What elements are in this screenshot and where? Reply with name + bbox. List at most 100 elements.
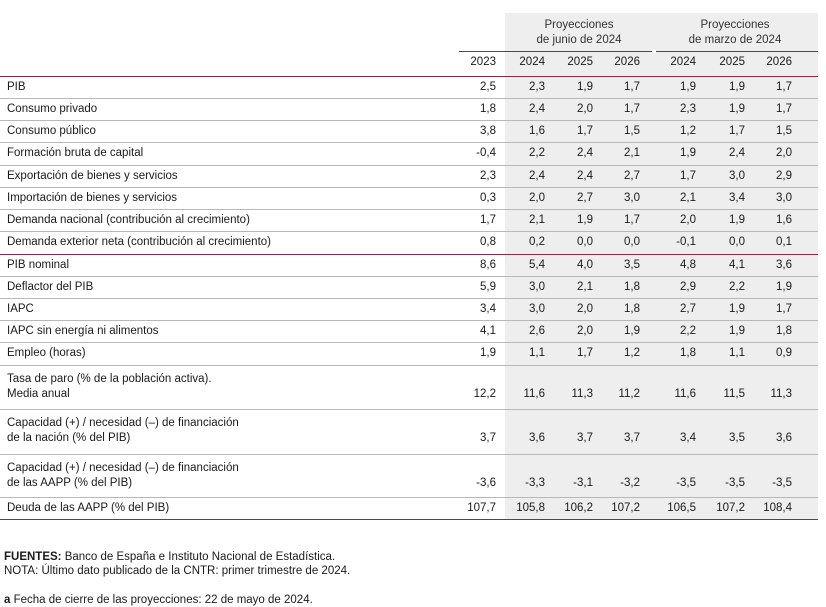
row-separator: [0, 120, 818, 121]
row-separator: [0, 365, 818, 366]
table-cell: 1,9: [729, 81, 745, 93]
header-group-march-line2: de marzo de 2024: [688, 34, 782, 46]
table-cell: 1,7: [624, 214, 640, 226]
table-cell: 2,7: [577, 192, 593, 204]
year-header: 2024: [670, 56, 696, 68]
table-cell: 11,3: [571, 388, 593, 400]
row-label-line: Importación de bienes y servicios: [7, 192, 178, 204]
table-cell: 1,9: [729, 325, 745, 337]
table-cell: 1,2: [624, 347, 640, 359]
footnote-a-label: a: [4, 594, 11, 606]
table-cell: -3,6: [476, 477, 496, 489]
table-cell: 3,6: [529, 432, 545, 444]
table-cell: 1,9: [729, 303, 745, 315]
row-separator: [0, 409, 818, 410]
table-cell: 1,7: [577, 347, 593, 359]
sources-label: FUENTES:: [4, 551, 62, 563]
table-cell: 2,3: [680, 103, 696, 115]
row-label: Demanda nacional (contribución al crecim…: [7, 213, 250, 228]
table-cell: 1,9: [729, 214, 745, 226]
table-cell: 1,9: [680, 81, 696, 93]
table-cell: 1,8: [624, 303, 640, 315]
table-cell: 1,8: [480, 103, 496, 115]
table-cell: -3,3: [525, 477, 545, 489]
row-label: Empleo (horas): [7, 346, 86, 361]
row-separator: [0, 298, 818, 299]
table-cell: 3,0: [776, 192, 792, 204]
table-cell: -0,4: [476, 147, 496, 159]
table-cell: 2,4: [529, 103, 545, 115]
header-group-june-line1: Proyecciones: [544, 19, 614, 31]
table-cell: 3,4: [680, 432, 696, 444]
table-cell: 1,7: [729, 125, 745, 137]
sources-note: FUENTES: Banco de España e Instituto Nac…: [4, 550, 335, 564]
header-group-march: Proyecciones de marzo de 2024: [655, 18, 815, 48]
table-cell: 3,6: [776, 432, 792, 444]
row-label-line: Formación bruta de capital: [7, 147, 144, 159]
table-cell: 2,0: [577, 325, 593, 337]
table-cell: 3,6: [776, 259, 792, 271]
table-bottom-line: [0, 519, 818, 520]
row-label-line: de las AAPP (% del PIB): [7, 477, 133, 489]
table-cell: 1,6: [776, 214, 792, 226]
table-cell: 2,4: [577, 170, 593, 182]
table-cell: 3,7: [577, 432, 593, 444]
table-cell: 3,4: [480, 303, 496, 315]
row-separator: [0, 231, 818, 232]
row-label-line: Demanda nacional (contribución al crecim…: [7, 214, 250, 226]
table-cell: 4,8: [680, 259, 696, 271]
row-label: Exportación de bienes y servicios: [7, 169, 178, 184]
table-cell: 2,3: [480, 170, 496, 182]
table-cell: 1,7: [577, 125, 593, 137]
table-cell: -3,5: [772, 477, 792, 489]
table-cell: 2,2: [680, 325, 696, 337]
table-cell: 107,2: [611, 502, 640, 514]
table-cell: 1,7: [624, 81, 640, 93]
table-cell: 3,5: [729, 432, 745, 444]
table-cell: 0,3: [480, 192, 496, 204]
table-cell: 2,9: [776, 170, 792, 182]
header-gap: [652, 50, 656, 53]
sources-text: Banco de España e Instituto Nacional de …: [61, 551, 336, 563]
table-cell: 1,7: [680, 170, 696, 182]
year-header: 2025: [567, 56, 593, 68]
table-cell: 12,2: [473, 388, 496, 400]
table-cell: -3,1: [573, 477, 593, 489]
table-cell: 0,0: [624, 236, 640, 248]
row-separator: [0, 187, 818, 188]
table-cell: 1,7: [776, 103, 792, 115]
row-label: Tasa de paro (% de la población activa).…: [7, 372, 212, 402]
table-cell: 11,6: [523, 388, 545, 400]
header-accent-line: [459, 51, 818, 52]
table-cell: 3,4: [729, 192, 745, 204]
table-cell: 1,7: [624, 103, 640, 115]
table-cell: 2,1: [680, 192, 696, 204]
table-cell: 11,3: [770, 388, 792, 400]
row-separator: [0, 165, 818, 166]
table-cell: 108,4: [763, 502, 792, 514]
row-label-line: Deflactor del PIB: [7, 281, 94, 293]
year-header: 2025: [719, 56, 745, 68]
footnote-a: a Fecha de cierre de las proyecciones: 2…: [4, 593, 313, 607]
nota-note: NOTA: Último dato publicado de la CNTR: …: [4, 565, 351, 577]
row-separator: [0, 454, 818, 455]
year-header: 2026: [766, 56, 792, 68]
row-label-line: Media anual: [7, 388, 70, 400]
header-group-march-line1: Proyecciones: [700, 19, 770, 31]
table-cell: 2,4: [577, 147, 593, 159]
row-separator: [0, 209, 818, 210]
row-separator: [0, 276, 818, 277]
year-header: 2026: [614, 56, 640, 68]
table-cell: 3,5: [624, 259, 640, 271]
table-cell: 4,0: [577, 259, 593, 271]
table-cell: 1,9: [624, 325, 640, 337]
table-cell: 8,6: [480, 259, 496, 271]
table-cell: 5,4: [529, 259, 545, 271]
table-cell: 0,8: [480, 236, 496, 248]
table-cell: 2,0: [529, 192, 545, 204]
table-cell: 3,7: [624, 432, 640, 444]
row-separator: [0, 142, 818, 143]
table-cell: 2,2: [729, 281, 745, 293]
row-label: IAPC: [7, 302, 34, 317]
row-label-line: Consumo público: [7, 125, 96, 137]
